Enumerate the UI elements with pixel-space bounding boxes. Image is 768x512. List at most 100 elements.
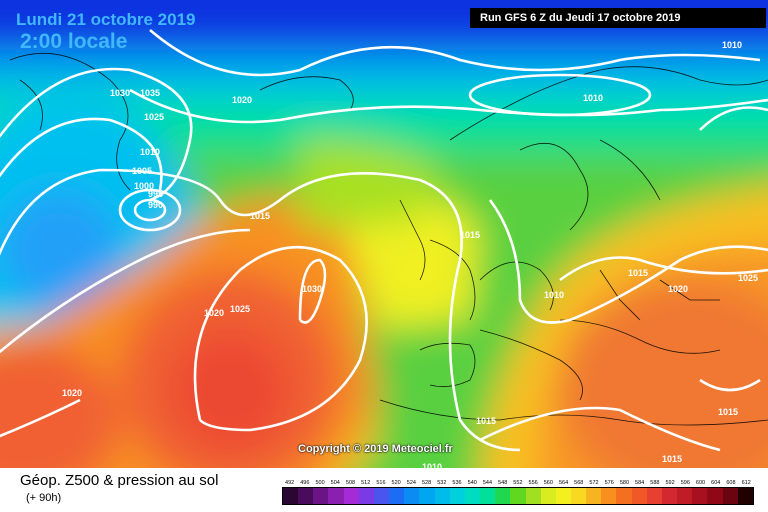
- run-info: Run GFS 6 Z du Jeudi 17 octobre 2019: [470, 8, 766, 28]
- color-scale-swatch: [449, 488, 465, 504]
- color-scale-value: 568: [574, 480, 584, 486]
- weather-map: 1030 1035 1020 1025 1010 1005 1000 995 9…: [0, 0, 768, 468]
- isobar-label: 1035: [140, 88, 160, 98]
- color-scale-swatch: [283, 488, 299, 504]
- isobar-label: 1015: [250, 211, 270, 221]
- color-scale-swatch: [692, 488, 708, 504]
- color-scale-swatch: [677, 488, 693, 504]
- isobar-label: 1015: [718, 407, 738, 417]
- color-scale-value: 588: [650, 480, 660, 486]
- forecast-time: 2:00 locale: [20, 30, 128, 53]
- color-scale-swatch: [419, 488, 435, 504]
- isobar-label: 990: [148, 200, 163, 210]
- isobar-label: 1020: [232, 95, 252, 105]
- color-scale-swatch: [464, 488, 481, 504]
- isobar-label: 1015: [662, 454, 682, 464]
- isobar-label: 1020: [62, 388, 82, 398]
- isobar-label: 1010: [722, 40, 742, 50]
- color-scale-value: 544: [482, 480, 493, 486]
- copyright-notice: Copyright © 2019 Meteociel.fr: [298, 443, 453, 455]
- color-scale-swatch: [298, 488, 314, 504]
- isobar-label: 1030: [302, 284, 322, 294]
- color-scale-swatch: [707, 488, 723, 504]
- color-scale-swatch: [570, 488, 587, 504]
- forecast-offset: (+ 90h): [26, 492, 62, 504]
- color-scale-value: 576: [604, 480, 614, 486]
- isobar-label: 1030: [110, 88, 130, 98]
- color-scale: 492 496 500 504 508 512 516 520 524 528 532 536 540 5…: [282, 480, 754, 505]
- color-scale-value: 504: [330, 480, 340, 486]
- color-scale-value: 592: [665, 480, 675, 486]
- color-scale-value: 496: [300, 480, 310, 486]
- color-scale-value: 584: [635, 480, 645, 486]
- isobar-labels: 1030 1035 1020 1025 1010 1005 1000 995 9…: [62, 40, 758, 468]
- color-scale-value: 548: [498, 480, 508, 486]
- color-scale-swatch: [722, 488, 738, 504]
- color-scale-swatch: [434, 488, 450, 504]
- isobar-label: 1010: [140, 147, 160, 157]
- color-scale-value: 552: [513, 480, 523, 486]
- color-scale-value: 600: [695, 480, 706, 486]
- color-scale-swatch: [313, 488, 329, 504]
- isobar-label: 1010: [583, 93, 603, 103]
- color-scale-value: 520: [391, 480, 401, 486]
- color-scale-value: 564: [558, 480, 569, 486]
- color-scale-labels: 492 496 500 504 508 512 516 520 524 528 532 536 540 5…: [282, 480, 754, 486]
- map-title: Géop. Z500 & pression au sol: [20, 472, 219, 489]
- color-scale-swatch: [328, 488, 344, 504]
- isobar-label: 1020: [668, 284, 688, 294]
- isobar-label: 1005: [132, 166, 152, 176]
- isobar-lines: [0, 29, 768, 452]
- color-scale-swatch: [373, 488, 390, 504]
- isobar-label: 1025: [230, 304, 250, 314]
- color-scale-swatch: [555, 488, 571, 504]
- color-scale-value: 524: [406, 480, 416, 486]
- color-scale-value: 608: [726, 480, 736, 486]
- isobar-label: 1015: [476, 416, 496, 426]
- color-scale-value: 556: [528, 480, 538, 486]
- color-scale-value: 580: [619, 480, 630, 486]
- color-scale-value: 596: [680, 480, 690, 486]
- color-scale-swatch: [495, 488, 511, 504]
- color-scale-value: 512: [361, 480, 371, 486]
- forecast-date: Lundi 21 octobre 2019: [16, 10, 196, 29]
- color-scale-value: 532: [437, 480, 447, 486]
- color-scale-value: 500: [315, 480, 325, 486]
- map-canvas: 1030 1035 1020 1025 1010 1005 1000 995 9…: [0, 0, 768, 468]
- color-scale-swatch: [661, 488, 678, 504]
- color-scale-value: 528: [421, 480, 432, 486]
- color-scale-bar: [282, 487, 754, 505]
- isobar-label: 1025: [738, 273, 758, 283]
- isobar-label: 1015: [628, 268, 648, 278]
- isobar-label: 1010: [544, 290, 564, 300]
- color-scale-value: 508: [345, 480, 356, 486]
- color-scale-swatch: [480, 488, 496, 504]
- color-scale-value: 492: [285, 480, 295, 486]
- isobar-label: 1000: [134, 181, 154, 191]
- isobar-label: 1015: [460, 230, 480, 240]
- color-scale-swatch: [646, 488, 662, 504]
- color-scale-value: 560: [543, 480, 553, 486]
- color-scale-swatch: [540, 488, 556, 504]
- color-scale-swatch: [737, 488, 753, 504]
- isobar-label: 1025: [144, 112, 164, 122]
- color-scale-swatch: [404, 488, 420, 504]
- color-scale-value: 516: [376, 480, 386, 486]
- isobar-label: 995: [148, 189, 163, 199]
- isobar-label: 1010: [422, 462, 442, 468]
- color-scale-value: 536: [452, 480, 462, 486]
- color-scale-swatch: [631, 488, 647, 504]
- color-scale-swatch: [510, 488, 526, 504]
- color-scale-swatch: [389, 488, 405, 504]
- color-scale-swatch: [616, 488, 632, 504]
- color-scale-swatch: [343, 488, 359, 504]
- isobar-label: 1020: [204, 308, 224, 318]
- color-scale-value: 604: [711, 480, 721, 486]
- forecast-datetime: Lundi 21 octobre 2019 2:00 locale: [16, 10, 196, 54]
- color-scale-swatch: [601, 488, 617, 504]
- footer: Géop. Z500 & pression au sol (+ 90h) 492…: [0, 468, 768, 512]
- color-scale-value: 540: [467, 480, 477, 486]
- color-scale-value: 612: [741, 480, 751, 486]
- color-scale-swatch: [358, 488, 374, 504]
- color-scale-swatch: [525, 488, 541, 504]
